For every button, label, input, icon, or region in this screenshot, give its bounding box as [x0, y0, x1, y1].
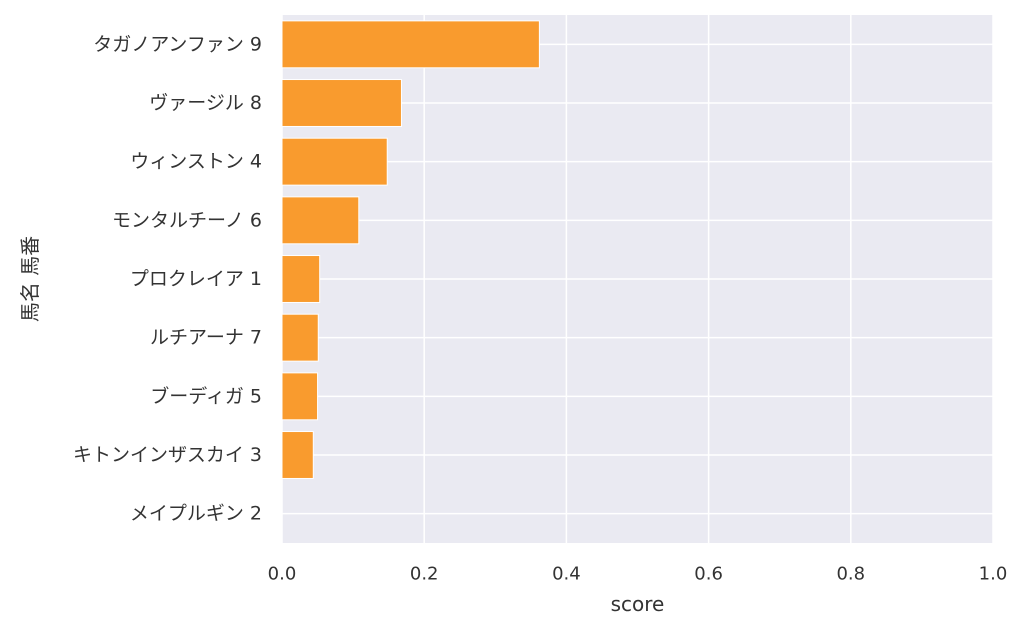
bars: [281, 20, 540, 479]
y-tick-label: ウィンストン 4: [130, 151, 262, 173]
y-tick-label: タガノアンファン 9: [93, 33, 262, 55]
bar: [281, 372, 319, 421]
x-tick-label: 1.0: [979, 564, 1008, 585]
y-tick-label: メイプルギン 2: [130, 503, 262, 525]
x-tick-label: 0.4: [552, 564, 581, 585]
x-tick-label: 0.0: [268, 564, 297, 585]
y-tick-labels: タガノアンファン 9 ヴァージル 8 ウィンストン 4 モンタルチーノ 6 プロクレイア…: [73, 33, 262, 524]
x-tick-label: 0.6: [694, 564, 723, 585]
bar: [281, 255, 321, 303]
y-tick-label: ルチアーナ 7: [150, 327, 262, 349]
bar: [281, 196, 360, 245]
y-tick-label: ヴァージル 8: [149, 92, 262, 114]
bar: [281, 431, 314, 479]
y-tick-label: キトンインザスカイ 3: [73, 444, 262, 466]
y-tick-label: モンタルチーノ 6: [112, 209, 262, 231]
x-axis-label: score: [611, 592, 665, 616]
y-tick-label: プロクレイア 1: [130, 268, 262, 290]
bar: [281, 313, 319, 362]
y-axis-label: 馬名 馬番: [18, 236, 42, 322]
x-tick-label: 0.8: [836, 564, 865, 585]
x-tick-label: 0.2: [410, 564, 439, 585]
bar: [281, 20, 540, 69]
bar: [281, 137, 388, 186]
x-tick-labels: 0.0 0.2 0.4 0.6 0.8 1.0: [268, 564, 1008, 585]
bar: [281, 79, 402, 127]
y-tick-label: ブーディガ 5: [150, 384, 262, 407]
